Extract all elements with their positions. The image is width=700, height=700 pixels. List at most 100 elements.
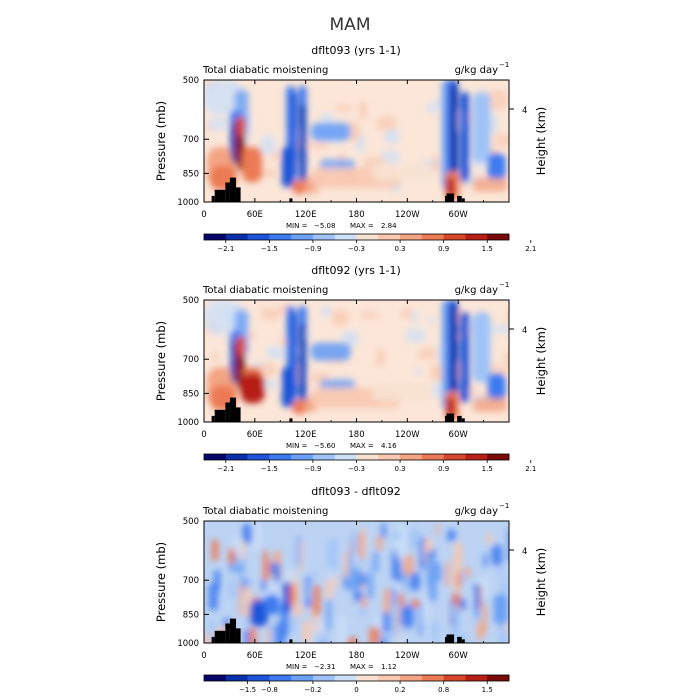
panel-1-colorbar-label-4: 0.3 <box>395 245 406 253</box>
panel-1-colorbar-swatch-9 <box>400 234 423 240</box>
panel-2: dflt092 (yrs 1-1) Total diabatic moisten… <box>154 264 548 473</box>
panel-1-x-tick-label-2: 120E <box>295 210 317 220</box>
panel-3-x-tick-label-1: 60E <box>247 651 263 661</box>
panel-3-colorbar-label-6: 1.5 <box>482 686 493 694</box>
panel-3-colorbar-label-4: 0.2 <box>395 686 406 694</box>
panel-1-x-tick-label-3: 180 <box>348 210 364 220</box>
panel-1-y-tick-label-2: 850 <box>183 169 199 179</box>
panel-1-colorbar-swatch-4 <box>291 234 314 240</box>
panel-1-title: dflt093 (yrs 1-1) <box>311 44 401 57</box>
panel-3-colorbar-label-3: 0 <box>354 686 358 694</box>
panel-1-y-tick-label-0: 500 <box>183 76 199 86</box>
panel-1-colorbar-swatch-0 <box>204 234 227 240</box>
panel-3-colorbar-swatch-1 <box>225 675 248 681</box>
panel-2-ylabel: Pressure (mb) <box>154 321 168 401</box>
panel-3-x-tick-label-4: 120W <box>395 651 420 661</box>
panel-2-colorbar-swatch-6 <box>334 454 357 460</box>
panel-2-colorbar-swatch-5 <box>312 454 336 460</box>
panel-3-right-label: Height (km) <box>534 548 548 617</box>
panel-2-x-tick-label-3: 180 <box>348 430 364 440</box>
panel-3-min: −2.31 <box>314 663 335 671</box>
panel-3-ylabel: Pressure (mb) <box>154 542 168 622</box>
panel-1-left-label: Total diabatic moistening <box>202 65 328 76</box>
panel-3-y-tick-label-1: 700 <box>183 576 199 586</box>
panel-2-colorbar-label-1: −1.5 <box>261 465 278 473</box>
panel-2-colorbar-label-7: 2.1 <box>525 465 536 473</box>
panel-2-colorbar: −2.1 −1.5 −0.9 −0.3 0.3 0.9 1.5 2.1 <box>203 453 536 473</box>
panel-1-heatmap <box>204 80 509 202</box>
panel-2-units: g/kg day <box>455 285 499 296</box>
panel-2-colorbar-label-6: 1.5 <box>482 465 493 473</box>
panel-1-y-tick-label-1: 700 <box>183 135 199 145</box>
panel-2-colorbar-label-4: 0.3 <box>395 465 406 473</box>
panel-1-colorbar-swatch-7 <box>356 234 379 240</box>
panel-3-colorbar-label-2: −0.2 <box>304 686 321 694</box>
panel-1-colorbar-swatch-6 <box>334 234 357 240</box>
panel-2-colorbar-label-3: −0.3 <box>348 465 365 473</box>
panel-1-min-label: MIN = <box>286 222 308 230</box>
panel-3-colorbar-swatch-2 <box>247 675 270 681</box>
panel-3-colorbar-swatch-8 <box>378 675 401 681</box>
panel-2-colorbar-swatch-0 <box>204 454 227 460</box>
panel-1-colorbar-label-5: 0.9 <box>438 245 449 253</box>
panel-3-colorbar-swatch-5 <box>312 675 336 681</box>
panel-2-colorbar-label-5: 0.9 <box>438 465 449 473</box>
panel-3: dflt093 - dflt092 Total diabatic moisten… <box>154 485 548 694</box>
panel-3-units-exp: −1 <box>499 502 509 510</box>
panel-3-min-label: MIN = <box>286 663 308 671</box>
panel-2-left-label: Total diabatic moistening <box>202 285 328 296</box>
panel-1-x-tick-label-1: 60E <box>247 210 263 220</box>
panel-1-max: 2.84 <box>381 222 397 230</box>
panel-1-right-label: Height (km) <box>534 107 548 176</box>
panel-2-colorbar-swatch-3 <box>269 454 292 460</box>
panel-3-x-tick-label-2: 120E <box>295 651 317 661</box>
panel-3-y-tick-label-0: 500 <box>183 517 199 527</box>
panel-1-colorbar-swatch-2 <box>247 234 270 240</box>
panel-2-units-exp: −1 <box>499 281 509 289</box>
panel-3-max-label: MAX = <box>350 663 374 671</box>
panel-3-title: dflt093 - dflt092 <box>311 485 400 498</box>
panel-3-colorbar-swatch-7 <box>356 675 379 681</box>
panel-1-min: −5.08 <box>314 222 335 230</box>
panel-2-title: dflt092 (yrs 1-1) <box>311 264 401 277</box>
panel-2-y-tick-label-2: 850 <box>183 389 199 399</box>
panel-2-y-tick-label-1: 700 <box>183 355 199 365</box>
panel-3-colorbar: −1.5 −0.8 −0.2 0 0.2 0.8 1.5 <box>203 674 510 694</box>
panel-2-x-tick-label-0: 0 <box>201 430 206 440</box>
panel-1-colorbar-label-0: −2.1 <box>217 245 234 253</box>
panel-1-colorbar-label-2: −0.9 <box>304 245 321 253</box>
panel-3-colorbar-swatch-9 <box>400 675 423 681</box>
panel-3-colorbar-swatch-4 <box>291 675 314 681</box>
panel-1-colorbar-swatch-12 <box>465 234 488 240</box>
panel-3-y-tick-label-2: 850 <box>183 610 199 620</box>
panel-2-colorbar-swatch-11 <box>443 454 466 460</box>
panel-3-colorbar-swatch-3 <box>269 675 292 681</box>
panel-2-x-tick-label-1: 60E <box>247 430 263 440</box>
panel-1-colorbar: −2.1 −1.5 −0.9 −0.3 0.3 0.9 1.5 2.1 <box>203 233 536 253</box>
panel-1-colorbar-swatch-5 <box>312 234 336 240</box>
panel-3-x-tick-label-0: 0 <box>201 651 206 661</box>
panel-3-colorbar-swatch-11 <box>443 675 466 681</box>
panel-3-y-tick-label-3: 1000 <box>177 639 199 649</box>
panel-2-colorbar-swatch-10 <box>421 454 444 460</box>
panel-1-colorbar-swatch-1 <box>225 234 248 240</box>
panel-1-colorbar-swatch-10 <box>421 234 444 240</box>
panel-2-colorbar-label-0: −2.1 <box>217 465 234 473</box>
panel-1-y-tick-label-3: 1000 <box>177 198 199 208</box>
panel-2-colorbar-swatch-12 <box>465 454 488 460</box>
panel-1-colorbar-swatch-11 <box>443 234 466 240</box>
panel-1-ylabel: Pressure (mb) <box>154 101 168 181</box>
figure-title: MAM <box>330 15 371 35</box>
panel-3-x-tick-label-5: 60W <box>449 651 469 661</box>
panel-1-right-tick: 4 <box>522 106 527 116</box>
panel-2-max: 4.16 <box>381 442 397 450</box>
panel-1-colorbar-label-3: −0.3 <box>348 245 365 253</box>
panel-2-y-tick-label-0: 500 <box>183 296 199 306</box>
panel-2-x-tick-label-4: 120W <box>395 430 420 440</box>
panel-2-colorbar-swatch-7 <box>356 454 379 460</box>
panel-2-right-label: Height (km) <box>534 327 548 396</box>
panel-3-units: g/kg day <box>455 506 499 517</box>
panel-3-colorbar-label-0: −1.5 <box>239 686 256 694</box>
panel-1-colorbar-swatch-8 <box>378 234 401 240</box>
